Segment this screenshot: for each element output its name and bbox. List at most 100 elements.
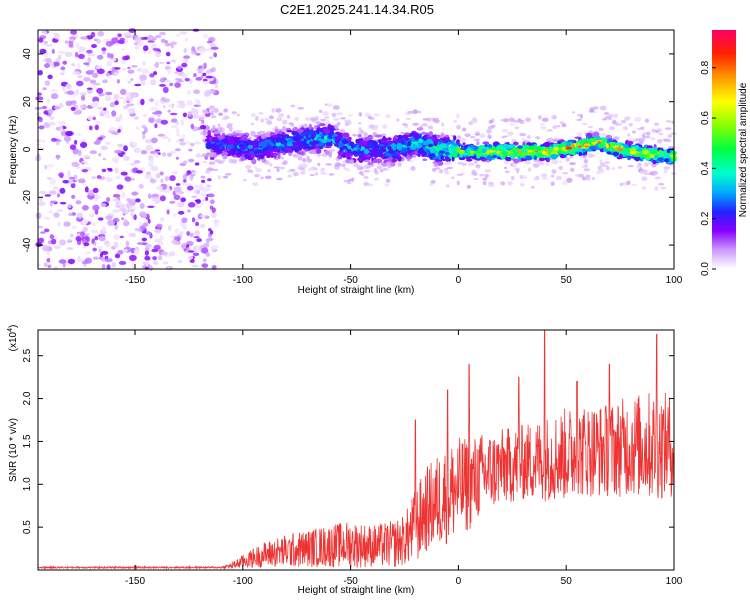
noise-mark xyxy=(94,124,100,131)
haze-mark xyxy=(459,137,467,142)
noise-mark xyxy=(159,84,166,87)
haze-mark xyxy=(367,116,372,119)
signal-mark xyxy=(305,133,309,140)
signal-mark xyxy=(292,153,298,158)
colorbar-tick-label: 0.6 xyxy=(700,111,711,125)
haze-mark xyxy=(254,165,258,170)
haze-mark xyxy=(269,163,273,167)
haze-mark xyxy=(290,104,296,108)
noise-mark xyxy=(126,96,133,102)
haze-mark xyxy=(361,173,365,177)
signal-mark xyxy=(361,155,367,161)
noise-mark xyxy=(208,81,217,85)
noise-mark xyxy=(127,80,132,84)
haze-mark xyxy=(646,131,651,136)
haze-mark xyxy=(421,123,428,127)
haze-mark xyxy=(332,118,340,121)
haze-mark xyxy=(334,162,342,167)
noise-mark xyxy=(190,123,194,129)
noise-mark xyxy=(117,249,124,255)
signal-mark xyxy=(296,151,304,155)
noise-mark xyxy=(138,184,144,189)
y-tick-label: 2.0 xyxy=(22,391,33,405)
signal-mark xyxy=(342,132,350,138)
haze-mark xyxy=(322,111,330,116)
haze-mark xyxy=(400,131,405,135)
noise-mark xyxy=(83,77,91,82)
signal-mark xyxy=(294,147,300,153)
signal-mark xyxy=(231,147,237,153)
noise-mark xyxy=(190,232,194,238)
noise-mark xyxy=(94,192,99,198)
noise-mark xyxy=(205,196,209,201)
noise-mark xyxy=(98,235,106,242)
haze-mark xyxy=(427,125,434,129)
haze-mark xyxy=(488,181,494,185)
noise-mark xyxy=(147,34,154,42)
haze-mark xyxy=(546,129,553,132)
signal-mark xyxy=(244,141,248,146)
signal-mark xyxy=(550,153,558,160)
noise-mark xyxy=(105,215,113,221)
haze-mark xyxy=(286,170,291,173)
noise-mark xyxy=(177,65,182,70)
haze-mark xyxy=(325,120,331,125)
noise-mark xyxy=(196,68,201,72)
noise-mark xyxy=(65,83,71,89)
noise-mark xyxy=(47,264,52,268)
noise-mark xyxy=(113,72,120,76)
haze-mark xyxy=(488,120,493,124)
noise-mark xyxy=(167,225,172,231)
noise-mark xyxy=(107,219,115,226)
signal-mark xyxy=(434,158,439,162)
haze-mark xyxy=(601,118,608,121)
haze-mark xyxy=(486,128,492,134)
haze-mark xyxy=(336,112,344,116)
snr-scale-suffix: ) xyxy=(8,325,19,328)
noise-mark xyxy=(139,74,148,81)
haze-mark xyxy=(334,123,339,129)
noise-mark xyxy=(80,139,88,143)
signal-mark xyxy=(512,152,519,155)
haze-mark xyxy=(208,161,216,165)
signal-mark xyxy=(214,136,218,141)
noise-mark xyxy=(80,104,85,109)
haze-mark xyxy=(250,122,255,126)
noise-mark xyxy=(200,202,204,206)
haze-mark xyxy=(510,175,515,181)
noise-mark xyxy=(136,67,142,72)
noise-mark xyxy=(194,162,200,166)
noise-mark xyxy=(110,53,114,59)
signal-mark xyxy=(521,149,528,153)
noise-mark xyxy=(150,79,157,86)
spectrogram-plot-area xyxy=(34,28,678,272)
noise-mark xyxy=(150,165,159,172)
haze-mark xyxy=(637,127,641,131)
signal-mark xyxy=(363,159,371,163)
signal-mark xyxy=(444,156,450,162)
signal-mark xyxy=(341,145,348,150)
noise-mark xyxy=(155,51,161,58)
haze-mark xyxy=(566,177,573,183)
noise-mark xyxy=(90,222,97,226)
haze-mark xyxy=(519,133,527,137)
noise-mark xyxy=(172,171,178,175)
signal-mark xyxy=(347,145,352,150)
signal-mark xyxy=(566,147,573,150)
haze-mark xyxy=(260,176,264,180)
noise-mark xyxy=(89,79,97,85)
noise-mark xyxy=(68,179,74,185)
haze-mark xyxy=(516,168,520,174)
noise-mark xyxy=(44,164,48,170)
noise-mark xyxy=(81,169,89,173)
noise-mark xyxy=(64,40,69,44)
noise-mark xyxy=(38,201,46,206)
signal-mark xyxy=(379,150,384,154)
noise-mark xyxy=(199,124,207,130)
noise-mark xyxy=(49,116,55,120)
noise-mark xyxy=(58,51,66,54)
colorbar-label: Normalized spectral amplitude xyxy=(738,82,749,217)
noise-mark xyxy=(83,62,90,65)
noise-mark xyxy=(207,178,212,182)
noise-mark xyxy=(176,104,182,108)
